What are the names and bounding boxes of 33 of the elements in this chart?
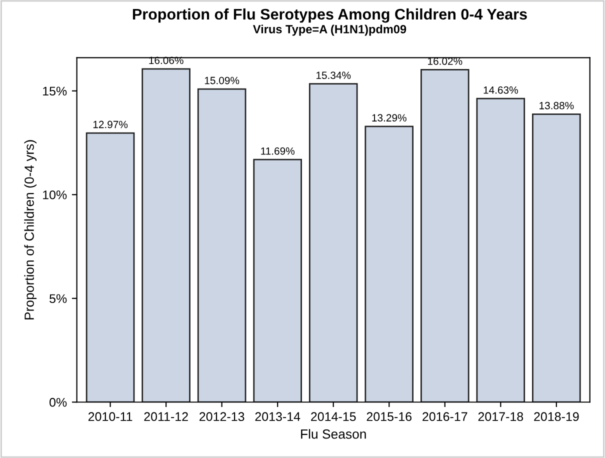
data-label: 15.09% [204,76,240,84]
data-label: 13.88% [540,102,574,110]
data-label: 14.63% [484,86,518,94]
y-tick-label: 0% [50,398,67,407]
bar [476,98,526,402]
bar [197,88,246,402]
data-label: 13.29% [372,114,406,122]
y-tick-label: 15% [43,86,67,96]
x-axis-title: Flu Season [301,429,366,439]
x-tick-label: 2017-18 [478,412,524,422]
bar [420,69,470,402]
data-label: 11.69% [261,147,294,155]
chart-title: Proportion of Flu Serotypes Among Children 0-4 Years [132,8,527,23]
bar [142,68,190,402]
y-axis-title: Proportion of Children (0-4 yrs) [24,140,37,320]
bar [364,126,414,402]
x-tick-label: 2018-19 [534,412,579,422]
bar [308,83,358,402]
x-tick-label: 2015-16 [366,412,412,422]
x-tick-label: 2013-14 [255,412,300,422]
x-tick-label: 2012-13 [200,412,244,422]
x-tick-label: 2010-11 [88,412,132,422]
y-tick-label: 5% [50,294,67,304]
data-label: 15.34% [316,72,351,80]
x-tick-label: 2014-15 [311,412,356,422]
x-tick-label: 2011-12 [144,412,188,422]
data-label: 12.97% [93,120,128,128]
x-tick-label: 2016-17 [422,412,468,422]
chart-subtitle: Virus Type=A (H1N1)pdm09 [252,24,406,36]
y-tick-label: 10% [43,190,67,200]
bar [253,158,302,402]
bar [86,132,135,402]
bar [532,113,581,402]
